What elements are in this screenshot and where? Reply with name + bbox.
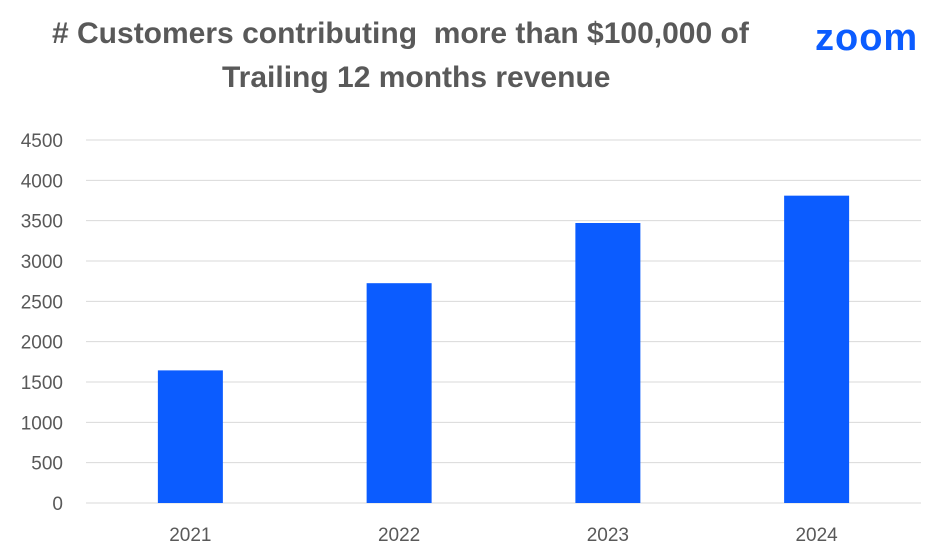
- bar-2023: [575, 223, 641, 504]
- bars: [157, 195, 850, 504]
- y-tick-label: 1500: [21, 373, 63, 394]
- x-tick-label: 2022: [378, 525, 420, 546]
- x-axis-tick-labels: 2021 2022 2023 2024: [169, 525, 838, 546]
- bar-2024: [784, 195, 850, 503]
- chart-title-line-2: Trailing 12 months revenue: [222, 61, 611, 94]
- x-tick-label: 2021: [169, 525, 211, 546]
- bar-2022: [366, 283, 432, 503]
- y-tick-label: 4000: [21, 171, 63, 192]
- y-tick-label: 4500: [21, 131, 63, 152]
- x-tick-label: 2023: [587, 525, 629, 546]
- y-tick-label: 500: [31, 454, 63, 475]
- y-tick-label: 0: [52, 494, 63, 515]
- y-axis-tick-labels: 0 500 1000 1500 2000 2500 3000 3500 4000 4500: [21, 131, 63, 515]
- y-tick-label: 3000: [21, 252, 63, 273]
- y-tick-label: 2000: [21, 333, 63, 354]
- y-tick-label: 3500: [21, 212, 63, 233]
- bar-2021: [157, 370, 223, 503]
- y-tick-label: 1000: [21, 413, 63, 434]
- chart-title-line-1: # Customers contributing more than $100,…: [52, 17, 749, 50]
- y-tick-label: 2500: [21, 292, 63, 313]
- x-tick-label: 2024: [795, 525, 838, 546]
- gridlines: [86, 139, 921, 504]
- zoom-logo: zoom: [815, 17, 919, 59]
